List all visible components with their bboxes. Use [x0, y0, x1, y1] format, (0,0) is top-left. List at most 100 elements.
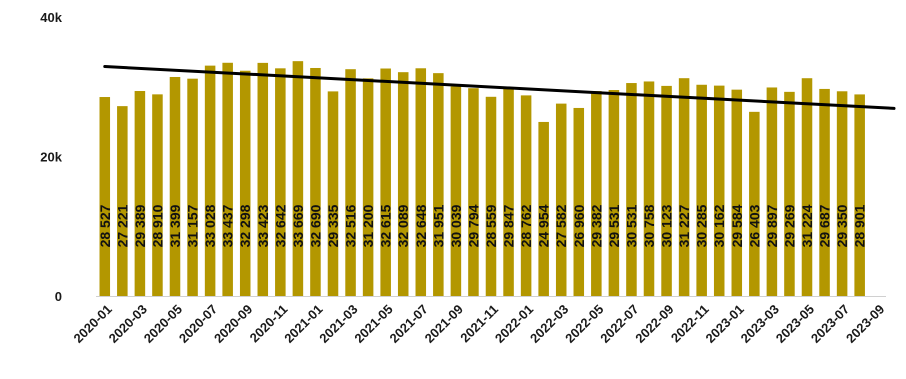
data-label: 28 910	[149, 204, 165, 247]
bar	[433, 73, 444, 296]
data-label: 30 123	[659, 204, 675, 247]
bar	[187, 78, 198, 296]
data-label: 29 382	[588, 204, 604, 247]
data-label: 32 089	[395, 204, 411, 247]
bar	[538, 121, 549, 296]
bar	[117, 106, 128, 297]
bar	[397, 72, 409, 296]
data-label: 27 221	[114, 204, 130, 247]
data-label: 29 794	[465, 204, 481, 247]
data-label: 26 960	[571, 204, 587, 247]
bar	[591, 91, 602, 296]
data-label: 31 157	[185, 204, 201, 247]
bar	[643, 81, 655, 296]
bar	[678, 78, 690, 296]
y-tick-label: 40k	[40, 10, 62, 25]
bar	[204, 65, 216, 296]
x-tick-label: 2020-09	[211, 302, 255, 346]
data-labels-group: 28 527 27 221 29 389 28 910 31 399 31 157 33 0…	[97, 204, 868, 247]
bar	[169, 76, 181, 296]
data-label: 31 399	[167, 204, 183, 247]
x-axis: 2020-012020-032020-052020-072020-092020-…	[71, 296, 887, 346]
bar	[450, 86, 462, 297]
bar	[608, 90, 620, 297]
data-label: 30 039	[448, 204, 464, 247]
bars-group	[99, 61, 865, 297]
data-label: 32 516	[343, 204, 359, 247]
data-label: 32 615	[378, 204, 394, 247]
data-label: 29 584	[729, 204, 745, 247]
data-label: 30 758	[641, 204, 657, 247]
bar	[99, 97, 111, 297]
data-label: 32 648	[413, 204, 429, 247]
data-label: 29 335	[325, 204, 341, 247]
data-label: 28 527	[97, 204, 113, 247]
bar	[854, 94, 865, 296]
bar	[345, 69, 356, 296]
bar	[555, 103, 567, 297]
bar	[415, 68, 427, 296]
data-label: 28 901	[852, 204, 868, 247]
data-label: 29 350	[834, 204, 850, 247]
y-tick-label: 0	[55, 289, 62, 304]
bar	[713, 85, 725, 296]
data-label: 33 437	[220, 204, 236, 247]
data-label: 30 285	[694, 204, 710, 247]
data-label: 33 028	[202, 204, 218, 247]
bar	[257, 62, 269, 297]
y-axis: 0 20k 40k	[40, 10, 62, 304]
data-label: 30 162	[711, 204, 727, 247]
bar	[222, 62, 233, 297]
bar	[836, 91, 848, 296]
bar	[275, 68, 286, 296]
bar	[766, 87, 778, 297]
bar	[468, 88, 479, 296]
data-label: 31 200	[360, 204, 376, 247]
bar	[626, 83, 637, 297]
bar	[573, 107, 585, 296]
data-label: 29 531	[606, 204, 622, 247]
data-label: 29 897	[764, 204, 780, 247]
data-label: 33 669	[290, 204, 306, 247]
data-label: 28 559	[483, 204, 499, 247]
x-tick-label: 2021-09	[422, 302, 466, 346]
bar	[362, 78, 374, 296]
bar	[327, 91, 339, 297]
x-tick-label: 2022-09	[632, 302, 676, 346]
bar	[380, 68, 391, 296]
data-label: 33 423	[255, 204, 271, 247]
data-label: 26 403	[746, 204, 762, 247]
data-label: 31 224	[799, 204, 815, 247]
data-label: 30 531	[623, 204, 639, 247]
bar	[784, 91, 795, 296]
y-tick-label: 20k	[40, 150, 62, 165]
data-label: 31 951	[430, 204, 446, 247]
data-label: 27 582	[553, 204, 569, 247]
bar	[731, 89, 743, 296]
bar	[292, 61, 304, 297]
bar	[749, 111, 760, 296]
data-label: 29 389	[132, 204, 148, 247]
data-label: 32 690	[307, 204, 323, 247]
data-label: 29 847	[501, 204, 517, 247]
data-label: 24 954	[536, 204, 552, 247]
bar	[801, 78, 813, 296]
bar	[152, 94, 163, 296]
data-label: 32 642	[272, 204, 288, 247]
bar	[239, 70, 251, 296]
bar	[134, 91, 146, 297]
bar	[661, 85, 672, 296]
bar	[485, 96, 497, 297]
data-label: 28 762	[518, 204, 534, 247]
data-label: 29 269	[781, 204, 797, 247]
bar	[819, 88, 830, 297]
bar	[520, 95, 532, 297]
bar	[310, 67, 321, 297]
x-tick-label: 2023-09	[843, 302, 887, 346]
data-label: 32 298	[237, 204, 253, 247]
bar	[696, 84, 707, 297]
data-label: 31 227	[676, 204, 692, 247]
data-label: 29 687	[817, 204, 833, 247]
bar	[503, 87, 514, 297]
